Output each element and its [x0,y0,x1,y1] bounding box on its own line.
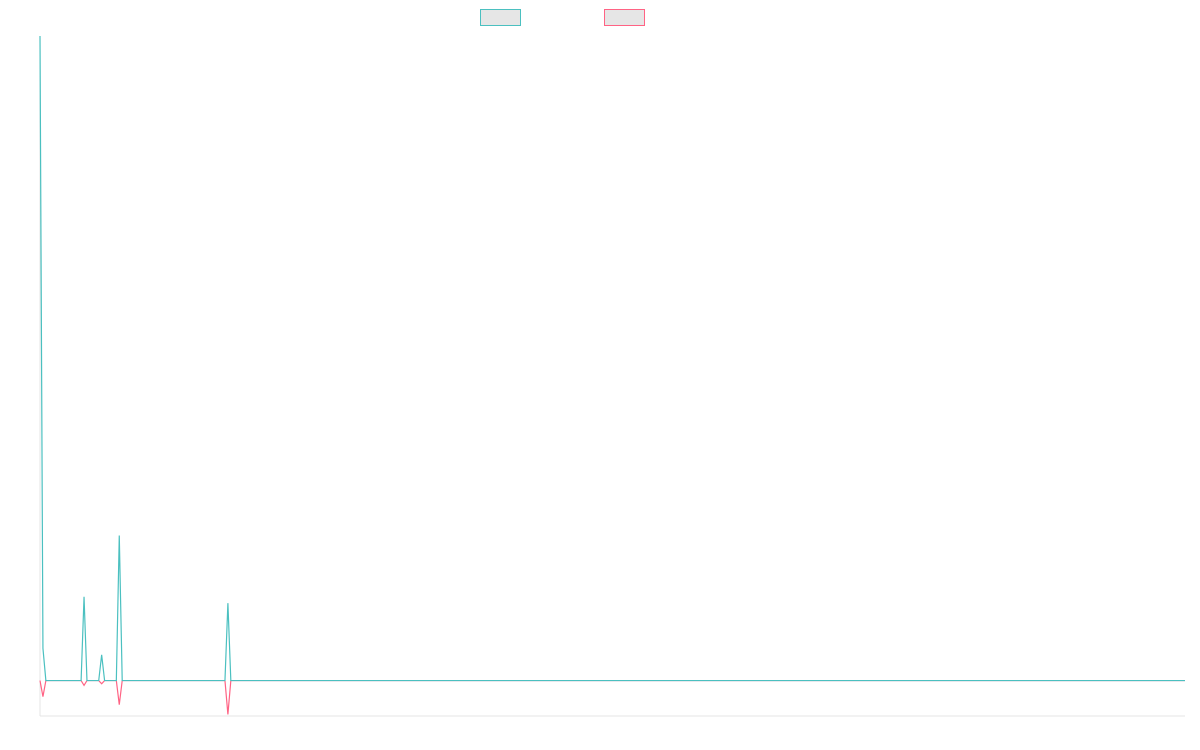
legend-swatch [480,9,521,26]
legend-item[interactable] [604,9,645,26]
legend-item[interactable] [480,9,521,26]
axes [39,36,1185,717]
series-line-1 [39,35,1185,682]
series-layer [39,35,1185,715]
legend-swatch [604,9,645,26]
legend [480,9,645,26]
series-line-2 [39,679,1185,715]
